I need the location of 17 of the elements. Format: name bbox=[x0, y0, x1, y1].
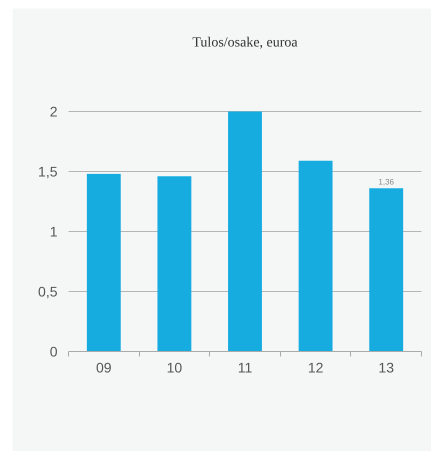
x-tick-label: 12 bbox=[308, 360, 324, 376]
x-tick-label: 13 bbox=[378, 360, 394, 376]
y-tick-label: 2 bbox=[50, 104, 58, 120]
y-tick-label: 1,5 bbox=[38, 164, 58, 180]
data-label: 1,36 bbox=[378, 177, 395, 186]
bar bbox=[298, 160, 333, 352]
x-tick-label: 11 bbox=[238, 360, 252, 376]
y-tick-label: 1 bbox=[50, 224, 58, 240]
x-tick-label: 09 bbox=[96, 360, 112, 376]
y-tick-label: 0,5 bbox=[38, 284, 58, 300]
y-tick-label: 0 bbox=[50, 344, 58, 360]
x-tick-label: 10 bbox=[166, 360, 182, 376]
bar bbox=[369, 188, 404, 352]
bar bbox=[157, 176, 192, 352]
bar bbox=[86, 174, 121, 352]
chart-title: Tulos/osake, euroa bbox=[192, 36, 298, 50]
bar bbox=[228, 112, 262, 352]
